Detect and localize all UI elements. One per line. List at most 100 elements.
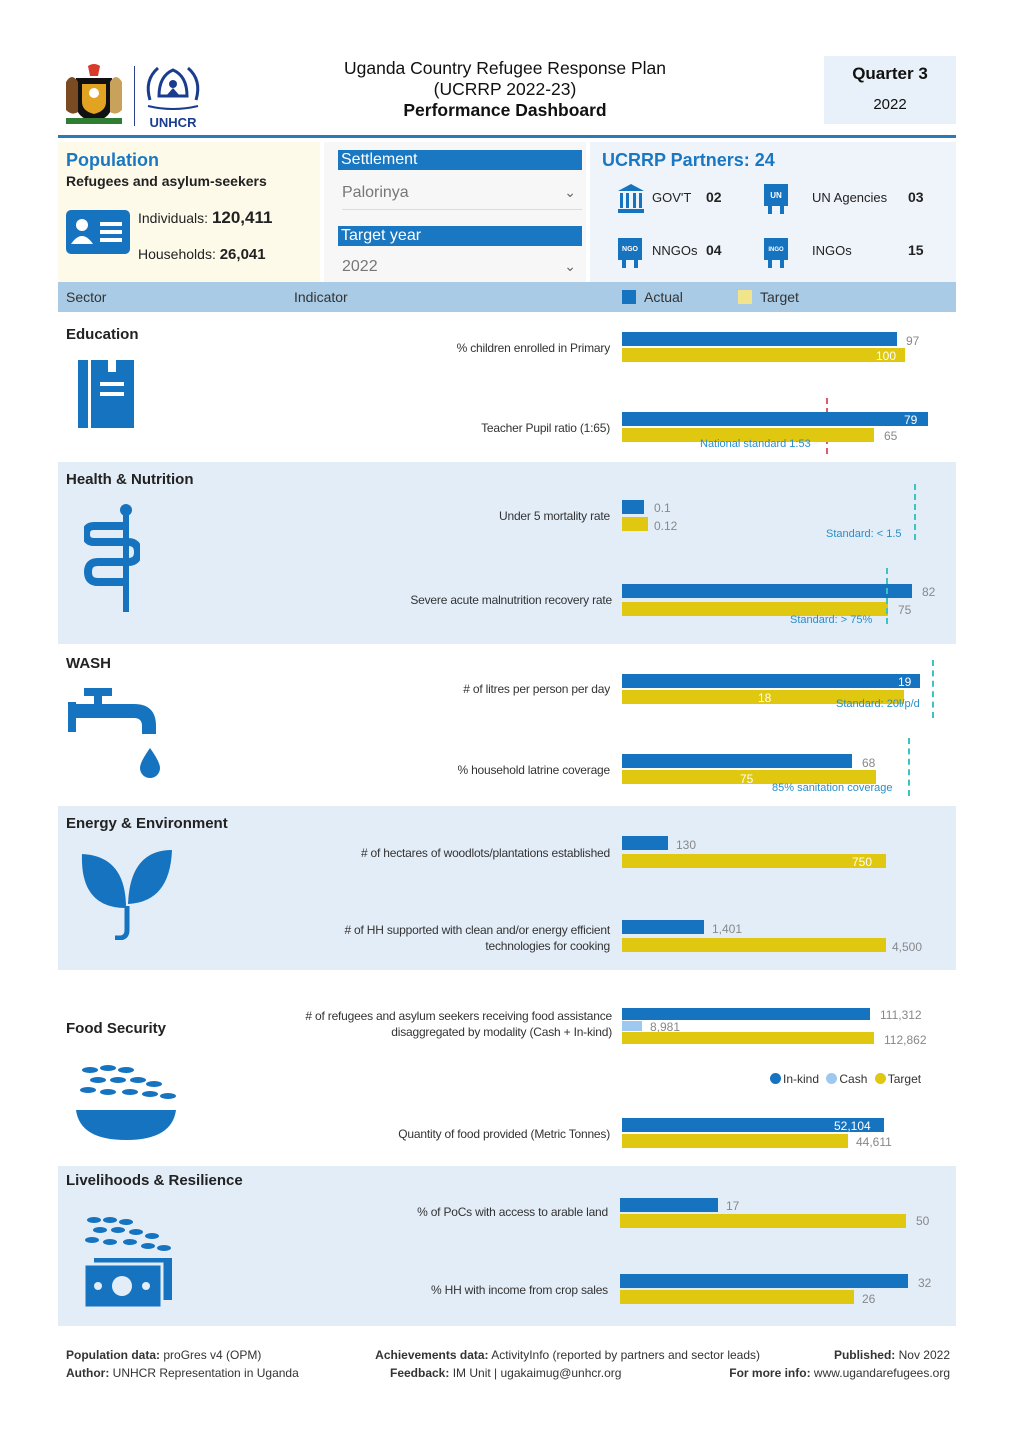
title-line-2: (UCRRP 2022-23): [433, 79, 577, 99]
value-clean-cooking-actual: 1,401: [712, 922, 743, 936]
energy-section: Energy & Environment # of hectares of wo…: [58, 806, 956, 970]
value-food-assistance-cash: 8,981: [650, 1020, 681, 1034]
value-woodlots-target: 750: [852, 855, 873, 869]
bar-woodlots-actual: [622, 836, 668, 850]
footer-more-info-link[interactable]: www.ugandarefugees.org: [813, 1366, 950, 1380]
unhcr-logo: UNHCR: [142, 62, 204, 130]
indicator-woodlots: # of hectares of woodlots/plantations es…: [360, 846, 610, 860]
unhcr-logo-text: UNHCR: [149, 115, 197, 130]
value-litres-actual: 19: [898, 675, 912, 689]
ngo-flag-icon: NGO: [618, 238, 642, 268]
footer-left: Population data: proGres v4 (OPM) Author…: [66, 1346, 299, 1382]
footer-published-value: Nov 2022: [898, 1348, 950, 1362]
value-litres-target: 18: [758, 691, 772, 705]
education-title: Education: [66, 326, 139, 343]
individuals-row: Individuals: 120,411: [138, 208, 272, 228]
indicator-primary-enrolment: % children enrolled in Primary: [456, 341, 611, 355]
population-subtitle: Refugees and asylum-seekers: [66, 173, 267, 189]
value-arable-land-target: 50: [916, 1214, 930, 1228]
bar-under5-mortality-target: [622, 517, 648, 531]
bar-crop-sales-actual: [620, 1274, 908, 1288]
bar-food-quantity-actual: [622, 1118, 884, 1132]
bar-litres-target: [622, 690, 904, 704]
standard-line-sam: [886, 568, 888, 624]
bar-woodlots-target: [622, 854, 886, 868]
legend-target-swatch: [738, 290, 752, 304]
settlement-filter-header: Settlement: [338, 150, 582, 170]
bar-latrine-target: [622, 770, 876, 784]
footer-feedback-label: Feedback:: [390, 1366, 450, 1380]
target-year-dropdown[interactable]: 2022 ⌄: [342, 258, 582, 284]
value-clean-cooking-target: 4,500: [892, 940, 923, 954]
indicator-food-assistance: # of refugees and asylum seekers receivi…: [305, 1008, 612, 1040]
legend-food-target-label: Target: [887, 1072, 922, 1086]
govt-value: 02: [706, 189, 722, 205]
water-tap-icon: [68, 688, 164, 789]
legend-cash-dot: [826, 1073, 838, 1084]
indicator-litres-per-person: # of litres per person per day: [463, 682, 610, 696]
indicator-column-header: Indicator: [294, 289, 348, 305]
value-woodlots-actual: 130: [676, 838, 697, 852]
value-latrine-actual: 68: [862, 756, 876, 770]
header-divider: [58, 135, 956, 138]
value-latrine-target: 75: [740, 772, 754, 786]
footer-feedback-value[interactable]: IM Unit | ugakaimug@unhcr.org: [452, 1366, 622, 1380]
food-legend: In-kind Cash Target: [770, 1072, 921, 1086]
quarter-label: Quarter 3: [852, 64, 928, 83]
nngo-label: NNGOs: [652, 243, 698, 258]
bar-latrine-actual: [622, 754, 852, 768]
legend-target: Target: [738, 289, 799, 305]
standard-line-under5: [914, 484, 916, 540]
settlement-filter-label: Settlement: [341, 151, 418, 168]
value-food-quantity-target: 44,611: [856, 1135, 892, 1149]
indicator-latrine-coverage: % household latrine coverage: [457, 763, 610, 777]
wash-title: WASH: [66, 655, 111, 672]
value-crop-sales-target: 26: [862, 1292, 876, 1306]
value-food-assistance-inkind: 111,312: [880, 1008, 922, 1022]
book-icon: [78, 360, 134, 433]
value-primary-enrolment-actual: 97: [906, 334, 920, 348]
indicator-under5-mortality: Under 5 mortality rate: [499, 509, 610, 523]
bar-clean-cooking-actual: [622, 920, 704, 934]
value-crop-sales-actual: 32: [918, 1276, 932, 1290]
households-row: Households: 26,041: [138, 246, 266, 263]
medical-snake-icon: [81, 502, 143, 619]
bar-arable-land-target: [620, 1214, 906, 1228]
households-label: Households:: [138, 246, 216, 262]
settlement-dropdown[interactable]: Palorinya ⌄: [342, 184, 582, 210]
footer-pop-value: proGres v4 (OPM): [163, 1348, 262, 1362]
legend-target-label: Target: [760, 289, 799, 305]
partners-title: UCRRP Partners: 24: [602, 150, 775, 171]
uganda-coat-of-arms: [62, 62, 126, 126]
ingo-value: 15: [908, 242, 924, 258]
un-agencies-label: UN Agencies: [812, 190, 888, 205]
partners-panel: UCRRP Partners: 24 GOV'T 02 UN UN Agenci…: [590, 142, 956, 282]
education-section: Education % children enrolled in Primary…: [58, 314, 956, 460]
un-flag-icon: UN: [764, 184, 788, 214]
legend-actual: Actual: [622, 289, 683, 305]
govt-label: GOV'T: [652, 190, 692, 205]
un-agencies-value: 03: [908, 189, 924, 205]
individuals-value: 120,411: [211, 208, 273, 227]
bar-crop-sales-target: [620, 1290, 854, 1304]
bar-primary-enrolment-target: [622, 348, 905, 362]
indicator-food-quantity: Quantity of food provided (Metric Tonnes…: [398, 1127, 610, 1141]
standard-latrine: 85% sanitation coverage: [772, 782, 893, 794]
standard-under5-mortality: Standard: < 1.5: [826, 528, 902, 540]
standard-line-latrine: [908, 738, 910, 796]
government-building-icon: [618, 184, 644, 214]
bar-teacher-ratio-actual: [622, 412, 928, 426]
bar-under5-mortality-actual: [622, 500, 644, 514]
food-title: Food Security: [66, 1020, 167, 1037]
value-teacher-ratio-target: 65: [884, 429, 898, 443]
footer-published-label: Published:: [833, 1348, 896, 1362]
indicator-sam-recovery: Severe acute malnutrition recovery rate: [410, 593, 612, 607]
plant-sprout-icon: [80, 848, 172, 945]
bar-food-quantity-target: [622, 1134, 848, 1148]
value-under5-mortality-actual: 0.1: [654, 501, 671, 515]
nngo-value: 04: [706, 242, 722, 258]
bar-food-assistance-cash: [622, 1021, 642, 1031]
indicator-food-assistance-line1: # of refugees and asylum seekers receivi…: [305, 1009, 612, 1023]
chevron-down-icon: ⌄: [564, 184, 576, 200]
bar-food-assistance-target: [622, 1032, 874, 1044]
